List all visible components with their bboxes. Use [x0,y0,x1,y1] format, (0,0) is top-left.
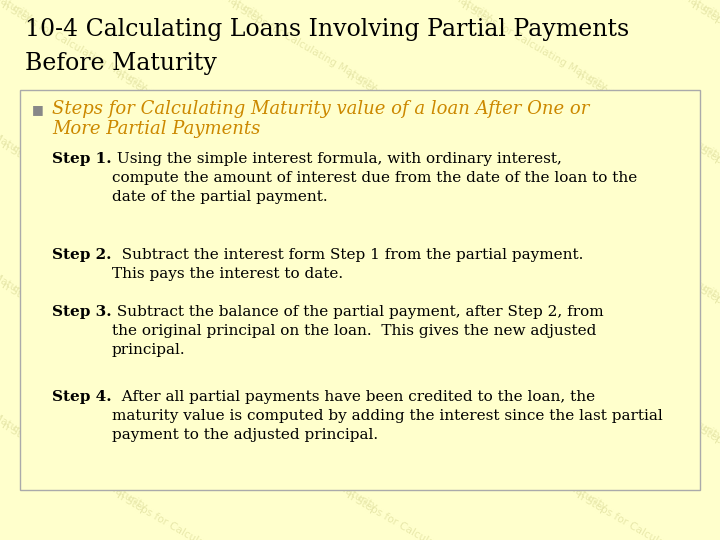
Text: Subtract the balance of the partial payment, after Step 2, from
the original pri: Subtract the balance of the partial paym… [112,305,603,357]
Text: n Steps for Calculating Maturity: n Steps for Calculating Maturity [575,490,720,540]
Text: n Steps for Calculating Maturity: n Steps for Calculating Maturity [115,490,264,540]
Text: n Steps for Calculating Maturity: n Steps for Calculating Maturity [0,70,34,161]
Text: More Partial Payments: More Partial Payments [52,120,261,138]
Text: Step 1.: Step 1. [52,152,112,166]
Text: 10-4 Calculating Loans Involving Partial Payments: 10-4 Calculating Loans Involving Partial… [25,18,629,41]
Text: n Steps for Calculating Maturity: n Steps for Calculating Maturity [115,210,264,302]
Text: n Steps for Calculating Maturity: n Steps for Calculating Maturity [0,280,148,372]
Text: n Steps for Calculating Maturity: n Steps for Calculating Maturity [460,420,608,511]
Text: n Steps for Calculating Maturity: n Steps for Calculating Maturity [230,280,379,372]
Text: n Steps for Calculating Maturity: n Steps for Calculating Maturity [230,420,379,511]
Text: n Steps for Calculating Maturity: n Steps for Calculating Maturity [0,420,148,511]
Text: Step 3.: Step 3. [52,305,112,319]
Text: n Steps for Calculating Maturity: n Steps for Calculating Maturity [575,0,720,22]
Text: n Steps for Calculating Maturity: n Steps for Calculating Maturity [345,350,494,442]
Text: Before Maturity: Before Maturity [25,52,217,75]
Text: n Steps for Calculating Maturity: n Steps for Calculating Maturity [690,420,720,511]
Text: n Steps for Calculating Maturity: n Steps for Calculating Maturity [690,140,720,232]
Text: n Steps for Calculating Maturity: n Steps for Calculating Maturity [460,140,608,232]
Text: n Steps for Calculating Maturity: n Steps for Calculating Maturity [690,0,720,92]
Text: Step 2.: Step 2. [52,248,112,262]
Text: n Steps for Calculating Maturity: n Steps for Calculating Maturity [230,0,379,92]
Text: n Steps for Calculating Maturity: n Steps for Calculating Maturity [0,350,34,442]
Text: Step 4.: Step 4. [52,390,112,404]
Text: n Steps for Calculating Maturity: n Steps for Calculating Maturity [0,0,34,22]
Text: n Steps for Calculating Maturity: n Steps for Calculating Maturity [690,280,720,372]
Text: After all partial payments have been credited to the loan, the
maturity value is: After all partial payments have been cre… [112,390,662,442]
Text: n Steps for Calculating Maturity: n Steps for Calculating Maturity [345,0,494,22]
Text: n Steps for Calculating Maturity: n Steps for Calculating Maturity [575,350,720,442]
Text: n Steps for Calculating Maturity: n Steps for Calculating Maturity [115,70,264,161]
Text: n Steps for Calculating Maturity: n Steps for Calculating Maturity [460,0,608,92]
Text: n Steps for Calculating Maturity: n Steps for Calculating Maturity [230,140,379,232]
Text: ■: ■ [32,103,44,116]
Text: n Steps for Calculating Maturity: n Steps for Calculating Maturity [115,0,264,22]
Text: n Steps for Calculating Maturity: n Steps for Calculating Maturity [575,210,720,302]
Text: Using the simple interest formula, with ordinary interest,
compute the amount of: Using the simple interest formula, with … [112,152,637,204]
Text: n Steps for Calculating Maturity: n Steps for Calculating Maturity [0,210,34,302]
Text: n Steps for Calculating Maturity: n Steps for Calculating Maturity [115,350,264,442]
Text: n Steps for Calculating Maturity: n Steps for Calculating Maturity [345,490,494,540]
Text: n Steps for Calculating Maturity: n Steps for Calculating Maturity [460,280,608,372]
Text: Steps for Calculating Maturity value of a loan After One or: Steps for Calculating Maturity value of … [52,100,590,118]
Text: n Steps for Calculating Maturity: n Steps for Calculating Maturity [345,210,494,302]
Text: Subtract the interest form Step 1 from the partial payment.
This pays the intere: Subtract the interest form Step 1 from t… [112,248,583,281]
Text: n Steps for Calculating Maturity: n Steps for Calculating Maturity [0,490,34,540]
Text: n Steps for Calculating Maturity: n Steps for Calculating Maturity [345,70,494,161]
FancyBboxPatch shape [20,90,700,490]
Text: n Steps for Calculating Maturity: n Steps for Calculating Maturity [0,140,148,232]
Text: n Steps for Calculating Maturity: n Steps for Calculating Maturity [575,70,720,161]
Text: n Steps for Calculating Maturity: n Steps for Calculating Maturity [0,0,148,92]
